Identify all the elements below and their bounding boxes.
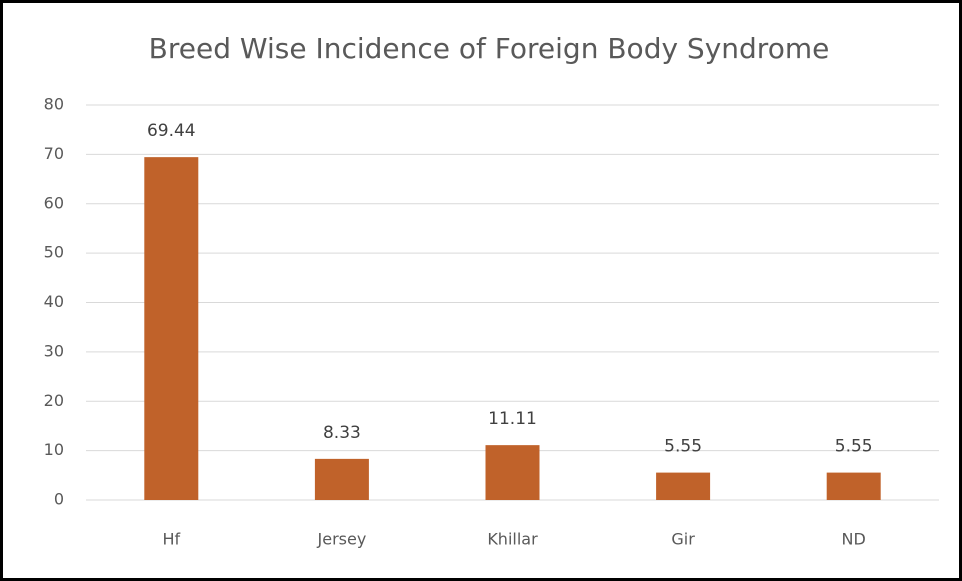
y-tick-label: 80 — [44, 95, 64, 114]
data-label: 5.55 — [835, 437, 873, 457]
y-tick-label: 0 — [54, 490, 64, 509]
bar — [485, 445, 540, 500]
bar — [314, 458, 369, 500]
y-tick-label: 60 — [44, 193, 64, 212]
y-tick-label: 50 — [44, 243, 64, 262]
x-tick-label: Gir — [671, 530, 695, 549]
x-tick-label: ND — [842, 530, 866, 549]
data-label: 5.55 — [664, 437, 702, 457]
y-tick-label: 30 — [44, 341, 64, 360]
y-tick-label: 70 — [44, 144, 64, 163]
x-tick-label: Jersey — [317, 530, 367, 549]
y-tick-label: 10 — [44, 440, 64, 459]
x-tick-label: Khillar — [487, 530, 538, 549]
chart-title: Breed Wise Incidence of Foreign Body Syn… — [149, 32, 830, 65]
data-label: 69.44 — [147, 121, 196, 141]
y-tick-label: 20 — [44, 391, 64, 410]
bar — [656, 472, 711, 500]
bar — [826, 472, 881, 500]
data-label: 8.33 — [323, 423, 361, 443]
data-label: 11.11 — [488, 409, 537, 429]
y-tick-label: 40 — [44, 292, 64, 311]
bar — [144, 157, 199, 500]
x-tick-label: Hf — [162, 530, 180, 549]
